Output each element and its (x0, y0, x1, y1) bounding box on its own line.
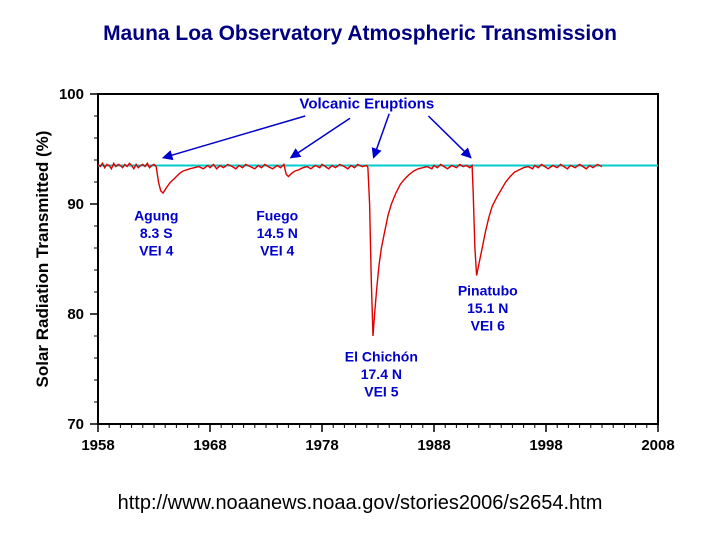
svg-text:70: 70 (67, 416, 84, 433)
svg-text:1998: 1998 (529, 437, 562, 454)
line-chart: 1958 1968 1978 1988 1998 2008 70 80 90 100 Solar R… (0, 0, 720, 540)
svg-text:2008: 2008 (641, 437, 674, 454)
svg-text:Agung8.3 SVEI 4: Agung8.3 SVEI 4 (134, 208, 178, 259)
svg-text:1958: 1958 (81, 437, 114, 454)
svg-text:1968: 1968 (193, 437, 226, 454)
svg-text:Volcanic Eruptions: Volcanic Eruptions (299, 95, 434, 112)
svg-text:1978: 1978 (305, 437, 338, 454)
svg-text:Solar Radiation Transmitted (%: Solar Radiation Transmitted (%) (33, 131, 52, 388)
source-caption: http://www.noaanews.noaa.gov/stories2006… (0, 492, 720, 515)
chart-container: Mauna Loa Observatory Atmospheric Transm… (0, 0, 720, 540)
svg-text:Fuego14.5 NVEI 4: Fuego14.5 NVEI 4 (256, 208, 298, 259)
svg-text:90: 90 (67, 196, 84, 213)
svg-text:100: 100 (59, 86, 84, 103)
svg-text:1988: 1988 (417, 437, 450, 454)
svg-text:80: 80 (67, 306, 84, 323)
